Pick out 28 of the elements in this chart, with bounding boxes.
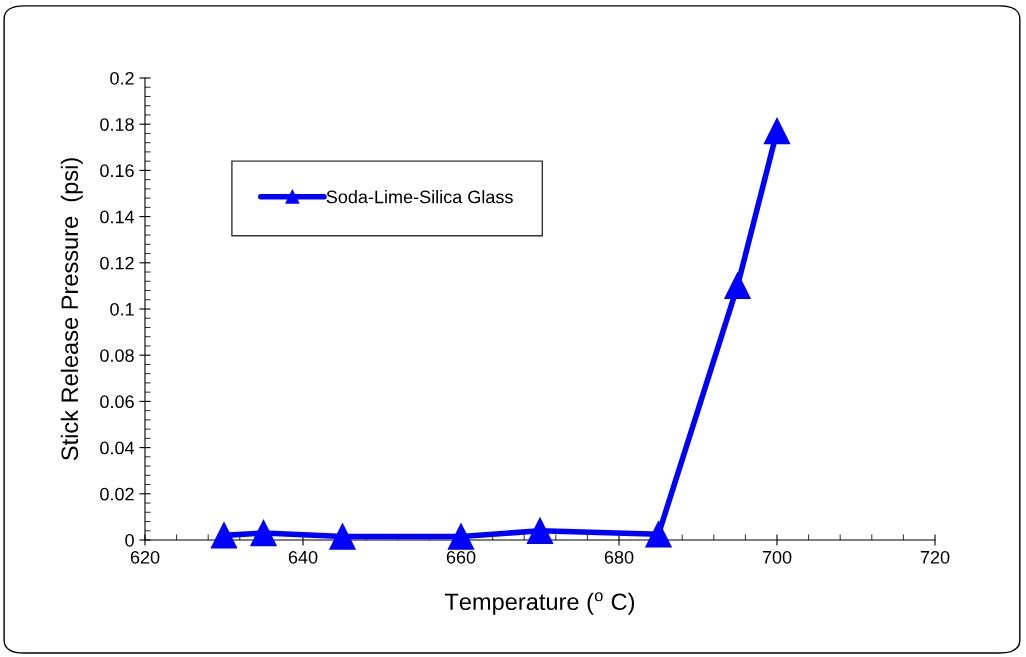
x-tick-label: 660 [446, 550, 476, 564]
y-tick-label: 0.08 [100, 349, 134, 362]
y-tick-label: 0.06 [100, 395, 134, 409]
y-tick-label: 0.12 [100, 256, 134, 270]
y-tick-label: 0.04 [100, 441, 135, 455]
point [250, 519, 277, 547]
y-tick-label: 0.02 [100, 487, 134, 501]
point [724, 272, 751, 300]
point [645, 521, 672, 548]
point [210, 522, 238, 549]
x-tick-label: 680 [604, 550, 634, 564]
legend-label: Soda-Lime-Silica Glass [326, 190, 513, 204]
point [763, 117, 791, 145]
x-tick-label: 720 [920, 550, 950, 564]
x-axis-title: Temperature ($^{o}$ C) [444, 592, 634, 615]
x-tick-label: 640 [288, 550, 318, 564]
y-tick-label: 0.18 [100, 118, 134, 131]
x-tick-label: 700 [762, 550, 792, 564]
point [329, 523, 356, 550]
point [447, 523, 475, 550]
y-tick-label: 0.2 [110, 71, 134, 85]
point [526, 517, 554, 544]
y-tick-label: 0.1 [110, 302, 134, 316]
x-tick-label: 620 [130, 550, 160, 564]
y-axis-title: Stick Release Pressure (psi) [60, 158, 83, 461]
y-tick-label: 0.16 [100, 164, 134, 178]
y-tick-label: 0 [125, 533, 134, 547]
y-tick-label: 0.14 [100, 210, 135, 224]
